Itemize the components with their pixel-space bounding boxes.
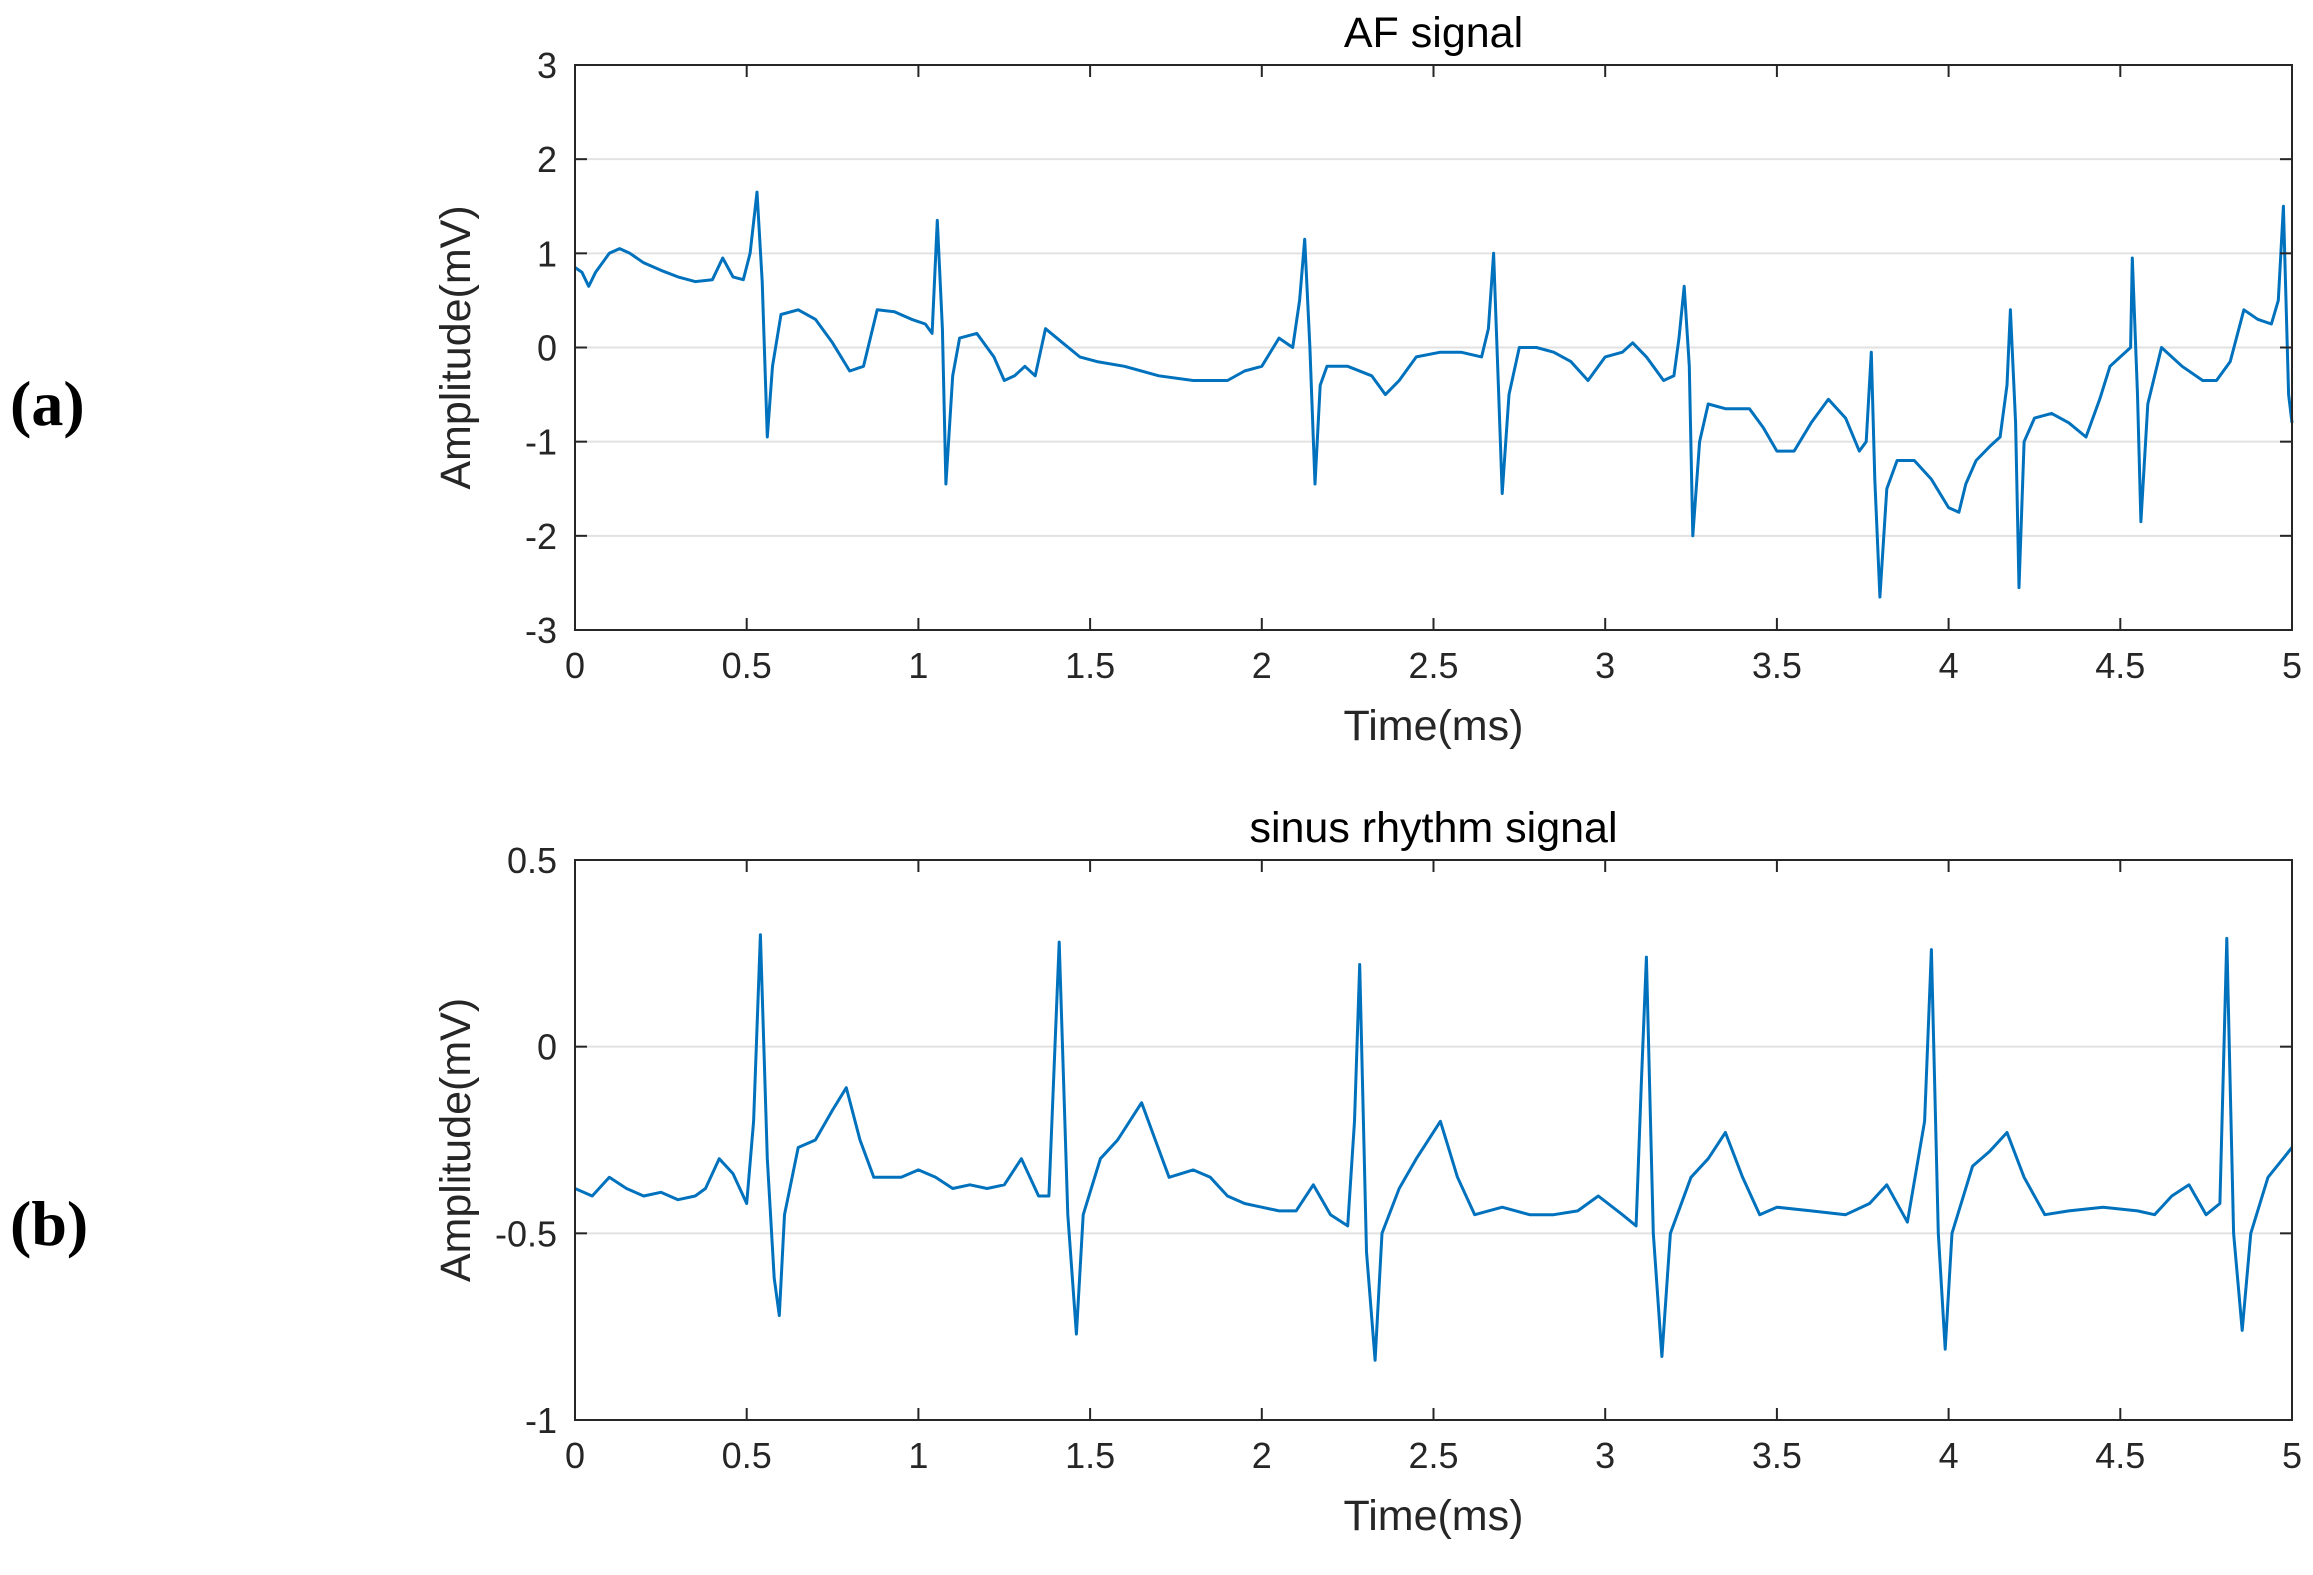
chart1-panel-label: (b) xyxy=(10,1188,88,1259)
chart0-x-tick-label: 2.5 xyxy=(1408,645,1458,686)
chart0-y-tick-label: -1 xyxy=(525,422,557,463)
chart0-x-tick-label: 1.5 xyxy=(1065,645,1115,686)
chart0-x-tick-label: 3.5 xyxy=(1752,645,1802,686)
chart0-x-tick-label: 0 xyxy=(565,645,585,686)
chart1-x-tick-label: 0 xyxy=(565,1435,585,1476)
chart0-y-axis-label: Amplitude(mV) xyxy=(432,205,480,489)
chart0-x-tick-label: 4.5 xyxy=(2095,645,2145,686)
chart0-x-tick-label: 3 xyxy=(1595,645,1615,686)
chart0-x-tick-label: 2 xyxy=(1252,645,1272,686)
chart1-title: sinus rhythm signal xyxy=(1249,804,1617,852)
chart1-x-tick-label: 2.5 xyxy=(1408,1435,1458,1476)
chart0-x-axis-label: Time(ms) xyxy=(1344,702,1524,750)
chart1-x-tick-label: 2 xyxy=(1252,1435,1272,1476)
chart0-x-tick-label: 4 xyxy=(1939,645,1959,686)
chart1-x-tick-label: 5 xyxy=(2282,1435,2302,1476)
chart0-y-tick-label: 3 xyxy=(537,45,557,86)
chart1-x-tick-label: 1.5 xyxy=(1065,1435,1115,1476)
chart1-x-tick-label: 1 xyxy=(908,1435,928,1476)
chart1-y-tick-label: 0 xyxy=(537,1027,557,1068)
chart0-title: AF signal xyxy=(1344,9,1523,57)
chart1-y-tick-label: 0.5 xyxy=(507,840,557,881)
chart1-y-axis-label: Amplitude(mV) xyxy=(432,998,480,1282)
chart0-y-tick-label: 2 xyxy=(537,139,557,180)
chart0-y-tick-label: 1 xyxy=(537,233,557,274)
chart1-x-tick-label: 4 xyxy=(1939,1435,1959,1476)
chart1-x-tick-label: 3.5 xyxy=(1752,1435,1802,1476)
chart1-x-tick-label: 3 xyxy=(1595,1435,1615,1476)
chart0-y-tick-label: -3 xyxy=(525,610,557,651)
chart0-series-line xyxy=(574,190,2294,599)
chart1-x-tick-label: 4.5 xyxy=(2095,1435,2145,1476)
chart1-y-tick-label: -1 xyxy=(525,1400,557,1441)
chart0-x-tick-label: 0.5 xyxy=(722,645,772,686)
chart1-x-axis-label: Time(ms) xyxy=(1344,1492,1524,1540)
chart0-panel-label: (a) xyxy=(10,368,85,439)
chart0-x-tick-label: 5 xyxy=(2282,645,2302,686)
chart1-axes-box xyxy=(574,859,2293,1421)
chart0-y-tick-label: -2 xyxy=(525,516,557,557)
chart0-y-tick-label: 0 xyxy=(537,328,557,369)
chart0-x-tick-label: 1 xyxy=(908,645,928,686)
chart1-y-tick-label: -0.5 xyxy=(495,1213,557,1254)
chart1-x-tick-label: 0.5 xyxy=(722,1435,772,1476)
chart1-series-line xyxy=(574,933,2294,1362)
